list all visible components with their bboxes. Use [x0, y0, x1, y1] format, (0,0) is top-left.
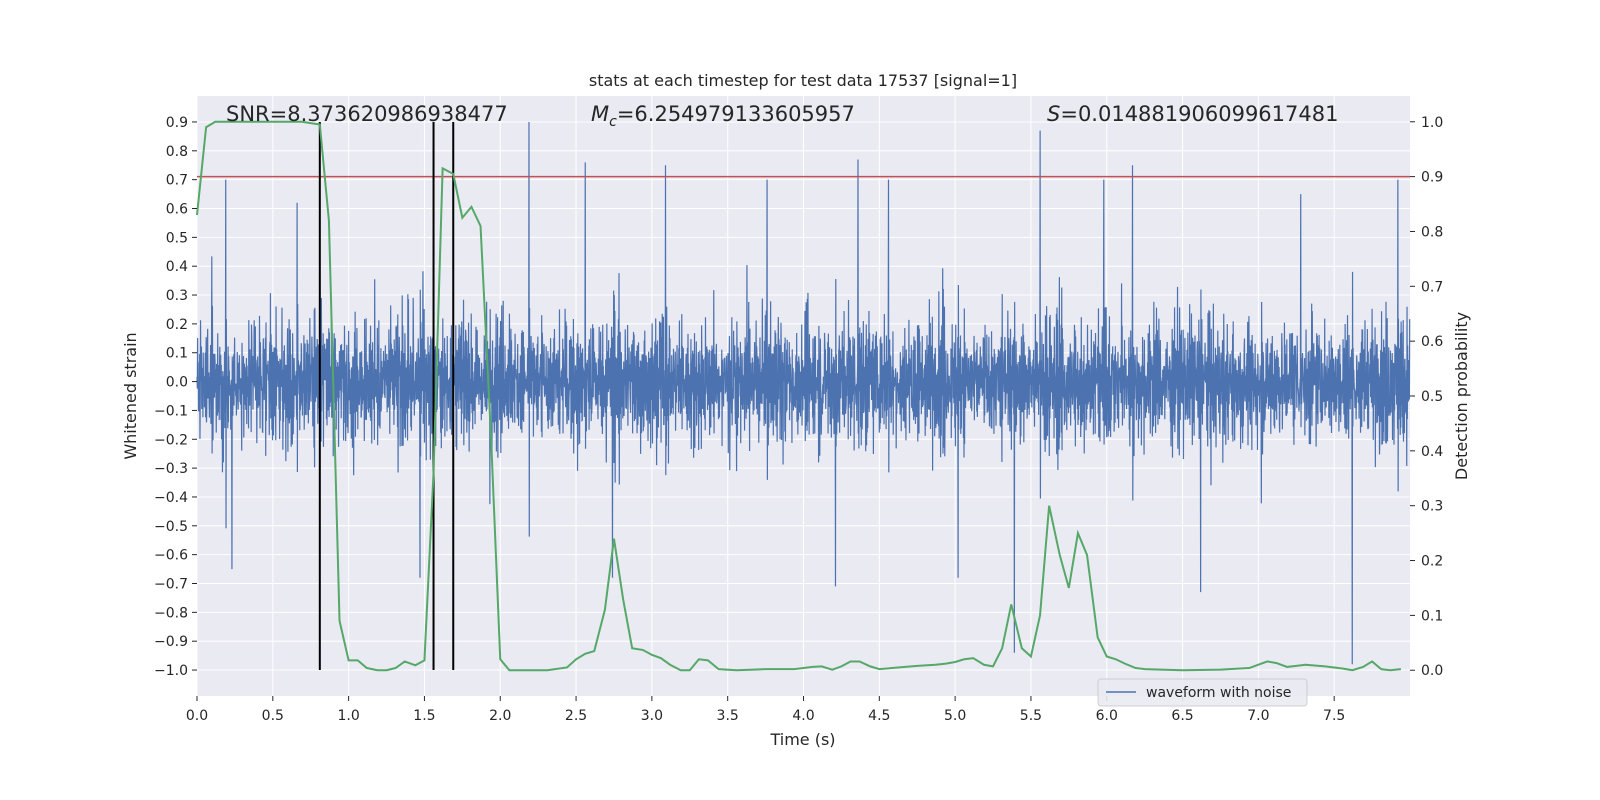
- probability-line: [196, 120, 1402, 672]
- y-tick-label: 0.5: [166, 230, 188, 246]
- right-y-tick-label: 0.9: [1421, 170, 1443, 186]
- x-tick-label: 7.0: [1247, 708, 1269, 724]
- right-y-tick-label: 0.3: [1421, 499, 1443, 515]
- x-tick-label: 4.0: [792, 708, 814, 724]
- probability-series: [196, 120, 1402, 672]
- y-tick-label: 0.2: [166, 317, 188, 333]
- x-tick-label: 5.5: [1020, 708, 1042, 724]
- x-tick-label: 6.0: [1096, 708, 1118, 724]
- legend-label: waveform with noise: [1146, 685, 1291, 701]
- right-y-tick-label: 0.2: [1421, 554, 1443, 570]
- y-axis-label: Whitened strain: [121, 332, 140, 459]
- y-tick-label: −0.4: [154, 490, 188, 506]
- right-y-tick-label: 1.0: [1421, 115, 1443, 131]
- x-axis-label: Time (s): [769, 730, 835, 749]
- right-y-tick-label: 0.1: [1421, 608, 1443, 624]
- y-tick-label: −0.1: [154, 403, 188, 419]
- y-tick-label: 0.6: [166, 202, 188, 218]
- right-y-axis-ticks: 1.0 0.9 0.8 0.7 0.6 0.5 0.4 0.3 0.2 0.1 0.0: [1410, 115, 1443, 679]
- y-tick-label: 0.7: [166, 173, 188, 189]
- x-tick-label: 7.5: [1323, 708, 1345, 724]
- x-axis-ticks: 0.0 0.5 1.0 1.5 2.0 2.5 3.0 3.5 4.0 4.5 5.0 5.5 6.0 6…: [186, 696, 1345, 724]
- s-value: =0.014881906099617481: [1060, 102, 1338, 126]
- snr-annotation: SNR=8.373620986938477: [226, 102, 508, 126]
- s-symbol: S: [1047, 102, 1060, 126]
- y-tick-label: −0.3: [154, 461, 188, 477]
- y-tick-label: 0.9: [166, 115, 188, 131]
- chirp-mass-value: =6.254979133605957: [617, 102, 855, 126]
- x-tick-label: 6.5: [1171, 708, 1193, 724]
- waveform-line: [196, 121, 1411, 665]
- x-tick-label: 0.0: [186, 708, 208, 724]
- y-tick-label: −0.7: [154, 577, 188, 593]
- right-y-tick-label: 0.7: [1421, 279, 1443, 295]
- right-y-tick-label: 0.6: [1421, 334, 1443, 350]
- y-tick-label: −1.0: [154, 663, 188, 679]
- right-y-tick-label: 0.0: [1421, 663, 1443, 679]
- x-tick-label: 5.0: [944, 708, 966, 724]
- x-tick-label: 1.0: [337, 708, 359, 724]
- chart-title: stats at each timestep for test data 175…: [589, 71, 1017, 90]
- chirp-mass-annotation: Mc=6.254979133605957: [591, 102, 855, 130]
- right-y-tick-label: 0.5: [1421, 389, 1443, 405]
- legend: waveform with noise: [1097, 678, 1308, 707]
- y-tick-label: 0.4: [166, 259, 188, 275]
- x-tick-label: 0.5: [262, 708, 284, 724]
- right-y-tick-label: 0.4: [1421, 444, 1443, 460]
- x-tick-label: 4.5: [868, 708, 890, 724]
- chirp-mass-symbol: M: [591, 102, 609, 126]
- y-axis-ticks: 0.9 0.8 0.7 0.6 0.5 0.4 0.3 0.2 0.1 0.0 −0.1 −0.2 −0…: [154, 115, 197, 679]
- y-tick-label: −0.5: [154, 519, 188, 535]
- y-tick-label: −0.6: [154, 548, 188, 564]
- x-tick-label: 1.5: [413, 708, 435, 724]
- y-tick-label: 0.0: [166, 375, 188, 391]
- waveform-series: [196, 121, 1411, 665]
- x-tick-label: 3.0: [641, 708, 663, 724]
- right-y-axis-label: Detection probability: [1452, 312, 1471, 480]
- x-tick-label: 2.5: [565, 708, 587, 724]
- right-y-tick-label: 0.8: [1421, 224, 1443, 240]
- x-tick-label: 2.0: [489, 708, 511, 724]
- y-tick-label: 0.8: [166, 144, 188, 160]
- y-tick-label: −0.2: [154, 432, 188, 448]
- y-tick-label: −0.8: [154, 605, 188, 621]
- legend-box: [1097, 678, 1308, 707]
- y-tick-label: 0.3: [166, 288, 188, 304]
- vertical-lines: [318, 121, 455, 671]
- y-tick-label: −0.9: [154, 634, 188, 650]
- chirp-mass-subscript: c: [609, 114, 617, 130]
- s-annotation: S=0.014881906099617481: [1047, 102, 1338, 126]
- x-tick-label: 3.5: [717, 708, 739, 724]
- y-tick-label: 0.1: [166, 346, 188, 362]
